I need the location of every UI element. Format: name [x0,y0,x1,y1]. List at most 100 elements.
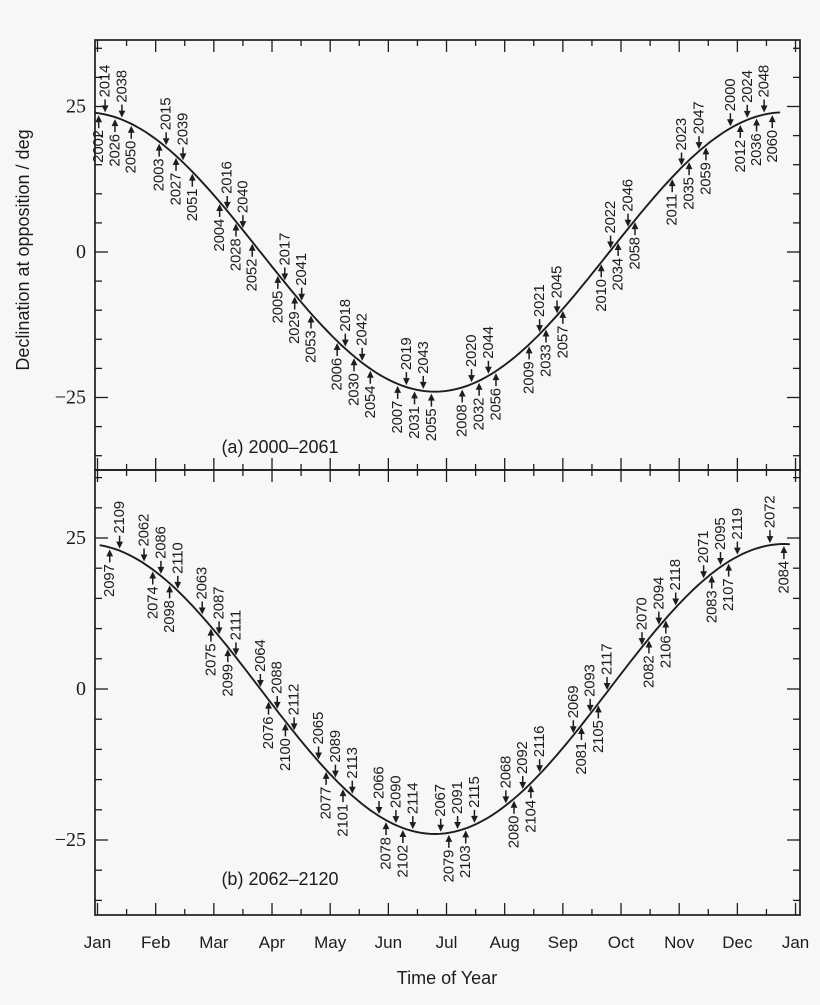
year-label: 2030 [346,373,363,406]
up-arrow-head [339,789,347,797]
year-annotation-2097: 2097 [101,549,118,597]
year-annotation-2071: 2071 [695,531,712,579]
year-annotation-2026: 2026 [106,119,123,167]
year-annotation-2059: 2059 [697,147,714,195]
month-label-5-jun: Jun [375,933,402,952]
year-annotation-2072: 2072 [761,496,778,544]
up-arrow-head [662,620,670,628]
year-annotation-2044: 2044 [480,326,497,374]
year-label: 2079 [440,850,457,883]
year-annotation-2024: 2024 [739,70,756,118]
year-label: 2075 [202,644,219,677]
year-annotation-2066: 2066 [371,766,388,815]
down-arrow-head [174,581,182,589]
year-label: 2000 [722,79,739,112]
year-annotation-2029: 2029 [286,296,303,344]
year-annotation-2018: 2018 [337,299,354,347]
year-annotation-2040: 2040 [234,181,251,229]
down-arrow-head [140,554,148,562]
year-label: 2060 [764,130,781,163]
down-arrow-head [419,381,427,389]
year-label: 2019 [398,338,415,371]
up-arrow-head [780,546,788,554]
year-label: 2082 [640,655,657,688]
year-annotation-2069: 2069 [565,686,582,734]
year-annotation-2102: 2102 [394,829,411,878]
up-arrow-head [702,147,710,155]
year-label: 2101 [334,804,351,837]
year-annotation-2058: 2058 [626,222,643,270]
year-label: 2057 [554,326,571,359]
year-label: 2048 [756,65,773,98]
year-label: 2036 [748,134,765,167]
year-annotation-2106: 2106 [657,620,674,668]
year-annotation-2006: 2006 [329,343,346,391]
year-annotation-2094: 2094 [650,577,667,625]
year-annotation-2082: 2082 [640,640,657,688]
year-label: 2042 [354,313,371,346]
up-arrow-head [768,115,776,123]
year-label: 2115 [466,776,483,807]
down-arrow-head [118,110,126,118]
down-arrow-head [536,325,543,333]
down-arrow-head [743,110,751,118]
year-annotation-2009: 2009 [521,346,538,394]
down-arrow-head [341,339,349,347]
year-label: 2112 [286,684,303,715]
year-annotation-2039: 2039 [175,113,192,161]
up-arrow-head [542,329,550,337]
down-arrow-head [586,704,594,712]
up-arrow-head [725,563,733,571]
year-label: 2059 [697,162,714,195]
year-annotation-2043: 2043 [415,341,432,389]
year-annotation-2078: 2078 [378,822,395,870]
month-label-2-mar: Mar [199,933,229,952]
year-label: 2009 [521,361,538,394]
year-label: 2100 [277,738,294,771]
up-arrow-head [149,571,157,579]
year-label: 2002 [90,130,107,163]
year-label: 2078 [378,837,395,870]
year-label: 2007 [389,401,406,434]
year-label: 2038 [113,70,130,103]
up-arrow-head [350,358,358,366]
year-label: 2110 [169,542,186,573]
up-arrow-head [216,203,224,211]
year-annotation-2103: 2103 [457,830,474,878]
down-arrow-head [502,796,510,804]
year-annotation-2022: 2022 [602,201,619,249]
year-label: 2087 [211,587,228,620]
down-arrow-head [553,306,561,314]
year-label: 2027 [168,173,185,206]
year-label: 2010 [593,279,610,312]
year-annotation-2113: 2113 [344,747,361,794]
down-arrow-head [569,726,577,734]
year-label: 2097 [101,564,118,597]
down-arrow-head [281,273,289,281]
year-label: 2022 [602,201,619,234]
year-label: 2065 [310,712,327,745]
year-annotation-2101: 2101 [334,789,351,837]
year-label: 2023 [673,118,690,151]
month-label-9-oct: Oct [608,933,635,952]
year-label: 2012 [732,140,749,173]
up-arrow-head [207,628,215,636]
down-arrow-head [726,119,734,127]
year-annotation-2004: 2004 [211,203,228,252]
down-arrow-head [179,153,187,161]
year-annotation-2109: 2109 [111,501,128,549]
year-label: 2034 [610,258,627,291]
year-label: 2103 [457,845,474,878]
year-label: 2070 [633,598,650,631]
down-arrow-head [157,566,165,574]
year-label: 2102 [394,845,411,878]
up-arrow-head [527,785,535,793]
year-label: 2054 [362,386,379,419]
year-label: 2039 [175,113,192,146]
down-arrow-head [290,723,298,731]
year-label: 2071 [695,531,712,564]
year-label: 2063 [194,567,211,600]
year-label: 2003 [151,159,168,192]
year-annotation-2054: 2054 [362,370,379,419]
y-tick-label-a-0: 0 [76,241,86,263]
